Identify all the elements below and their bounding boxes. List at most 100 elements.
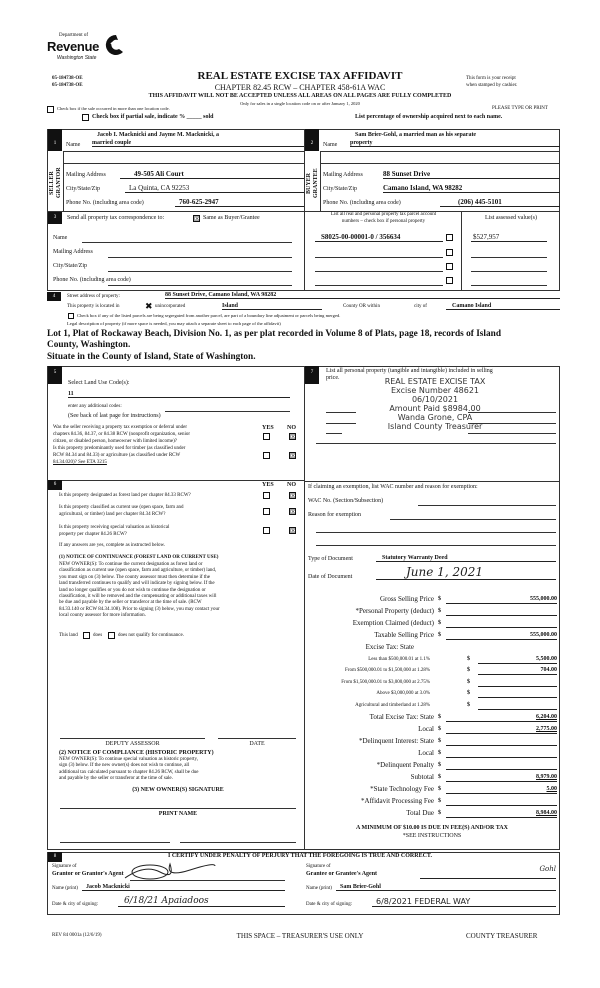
tax-row-label: *Delinquent Interest: State [358, 737, 434, 745]
doc-date-label: Date of Document [308, 574, 353, 580]
form-title: REAL ESTATE EXCISE TAX AFFIDAVIT [197, 70, 403, 82]
personal-property-checkbox-1[interactable] [446, 234, 453, 241]
additional-codes-label: enter any additional codes: [68, 404, 122, 409]
historic-no-checkbox[interactable]: ☒ [289, 527, 297, 535]
partial-sale-checkbox[interactable] [82, 114, 89, 121]
notice-line: NEW OWNER(S): To continue the current de… [59, 562, 203, 567]
new-owner-signature-label: (3) NEW OWNER(S) SIGNATURE [132, 787, 224, 793]
seller-phone-label: Phone No. (including area code) [66, 200, 144, 206]
qualifies-checkbox[interactable] [83, 632, 90, 639]
county-field[interactable]: Island [222, 303, 322, 310]
grantor-signature[interactable] [120, 860, 220, 884]
currency-symbol: $ [438, 620, 441, 626]
current-use-no-checkbox[interactable]: ☒ [289, 508, 297, 516]
grantee-name-label: Name (print) [306, 886, 332, 891]
grantee-date-label: Date & city of signing: [306, 902, 353, 907]
legal-description-line1: Lot 1, Plat of Rockaway Beach, Division … [47, 329, 501, 339]
exemption-no-checkbox[interactable]: ☒ [289, 433, 297, 441]
personal-property-label-1: List all personal property (tangible and… [326, 368, 493, 374]
forest-yes-checkbox[interactable] [263, 492, 270, 499]
historic-yes-checkbox[interactable] [263, 527, 270, 534]
currency-symbol: $ [467, 690, 470, 696]
buyer-mail-label: Mailing Address [323, 172, 363, 178]
doc-date-field[interactable]: June 1, 2021 [376, 565, 556, 580]
section-1-marker: 1 [48, 129, 62, 151]
tax-row-value[interactable] [446, 619, 557, 628]
tax-row-value[interactable]: 6,204.00 [446, 713, 557, 722]
parcel-header-1: List all real and personal property tax … [330, 212, 437, 217]
not-qualify-checkbox[interactable] [108, 632, 115, 639]
exemption-yes-checkbox[interactable] [263, 433, 270, 440]
timber-yes-checkbox[interactable] [263, 452, 270, 459]
parties-box [47, 129, 560, 291]
buyer-name-line1: Sam Brier-Gohl, a married man as his sep… [355, 132, 477, 138]
tax-row-value[interactable]: 5.00 [446, 785, 557, 794]
tax-row-value[interactable]: 555,000.00 [446, 631, 557, 640]
tax-row-value[interactable] [446, 607, 557, 616]
type-print-note: PLEASE TYPE OR PRINT [492, 106, 548, 111]
currency-symbol: $ [467, 702, 470, 708]
currency-symbol: $ [438, 774, 441, 780]
historic-question-2: property per chapter 84.26 RCW? [59, 532, 127, 537]
land-use-code-field[interactable]: 11 [68, 391, 290, 398]
same-as-buyer-checkbox[interactable]: ☒ [193, 215, 201, 223]
grantee-signature[interactable]: Gohl [420, 865, 556, 879]
buyer-phone-field[interactable]: (206) 445-5101 [440, 198, 560, 207]
certify-statement: I CERTIFY UNDER PENALTY OF PERJURY THAT … [167, 853, 432, 859]
buyer-mail-field[interactable]: 88 Sunset Drive [383, 170, 560, 179]
tax-row-value[interactable]: 8,979.00 [446, 773, 557, 782]
multi-location-checkbox[interactable] [47, 106, 54, 113]
tax-row-value[interactable]: 2,775.00 [446, 725, 557, 734]
parcel-number-field[interactable]: S8025-00-00001-0 / 356634 [315, 233, 443, 242]
partial-sale-label: Check box if partial sale, indicate % __… [92, 114, 214, 120]
personal-property-checkbox-3[interactable] [446, 263, 453, 270]
grantee-name-field[interactable]: Sam Brier-Gohl [336, 884, 556, 891]
seller-mail-field[interactable]: 49-505 Ali Court [120, 170, 304, 179]
this-land-label: This land [59, 633, 78, 638]
ownership-note: List percentage of ownership acquired ne… [355, 114, 503, 120]
historic-question-1: Is this property receiving special valua… [59, 525, 170, 530]
grantor-name-field[interactable]: Jacob Macknicki [82, 884, 285, 891]
doc-type-field[interactable]: Statutory Warranty Deed [376, 555, 556, 562]
county-or-within-label: County OR within [343, 304, 380, 309]
notice-line: you must sign on (3) below. The county a… [59, 574, 210, 580]
same-as-buyer-label: Same as Buyer/Grantee [203, 215, 260, 221]
buyer-name-line2[interactable]: property [350, 140, 560, 147]
tax-row-value[interactable]: 555,000.00 [446, 595, 557, 604]
unincorporated-checkbox[interactable]: ✖ [145, 302, 153, 312]
street-address-field[interactable]: 88 Sunset Drive, Camano Island, WA 98282 [165, 292, 560, 299]
tax-row-value[interactable]: 8,984.00 [446, 809, 557, 818]
personal-property-checkbox-4[interactable] [446, 277, 453, 284]
grantee-date-field[interactable]: 6/8/2021 FEDERAL WAY [372, 897, 556, 907]
tax-row-value[interactable] [446, 737, 557, 746]
seller-city-field[interactable]: La Quinta, CA 92253 [125, 184, 304, 193]
notice-line: 84.33.140 or RCW 84.34.108). Prior to si… [59, 606, 220, 612]
buyer-city-field[interactable]: Camano Island, WA 98282 [383, 184, 560, 193]
wac-label: WAC No. (Section/Subsection) [308, 498, 384, 504]
notice-line: classification as current use (open spac… [59, 568, 217, 574]
tax-row-value[interactable] [446, 761, 557, 770]
assessed-value-field[interactable]: $527,957 [471, 233, 547, 242]
forest-no-checkbox[interactable]: ☒ [289, 492, 297, 500]
grantor-date-field[interactable]: 6/18/21 Apaiadoos [118, 896, 285, 907]
grantee-sig-label-2: Grantee or Grantee's Agent [306, 871, 378, 877]
seller-name-line2[interactable]: married couple [92, 140, 304, 147]
legal-description-label: Legal description of property (if more s… [67, 321, 281, 326]
tax-row-value[interactable]: 5,500.00 [478, 655, 557, 664]
tax-row-value[interactable] [478, 689, 557, 698]
tax-row-value[interactable]: 704.00 [478, 666, 557, 675]
city-field[interactable]: Camano Island [446, 303, 560, 310]
tax-row-value[interactable] [446, 797, 557, 806]
tax-row-value[interactable] [446, 749, 557, 758]
personal-property-checkbox-2[interactable] [446, 249, 453, 256]
segregated-checkbox[interactable] [68, 313, 74, 319]
current-use-yes-checkbox[interactable] [263, 508, 270, 515]
timber-no-checkbox[interactable]: ☒ [289, 452, 297, 460]
tax-row-label: From $500,000.01 to $1,500,000 at 1.28% [345, 667, 430, 673]
tax-row-value[interactable] [478, 701, 557, 710]
seller-phone-field[interactable]: 760-625-2947 [175, 198, 304, 207]
section-4-marker: 4 [47, 292, 61, 301]
segregated-label: Check box if any of the listed parcels a… [77, 313, 341, 318]
timber-question-1: Is this property predominantly used for … [53, 446, 186, 451]
tax-row-value[interactable] [478, 678, 557, 687]
